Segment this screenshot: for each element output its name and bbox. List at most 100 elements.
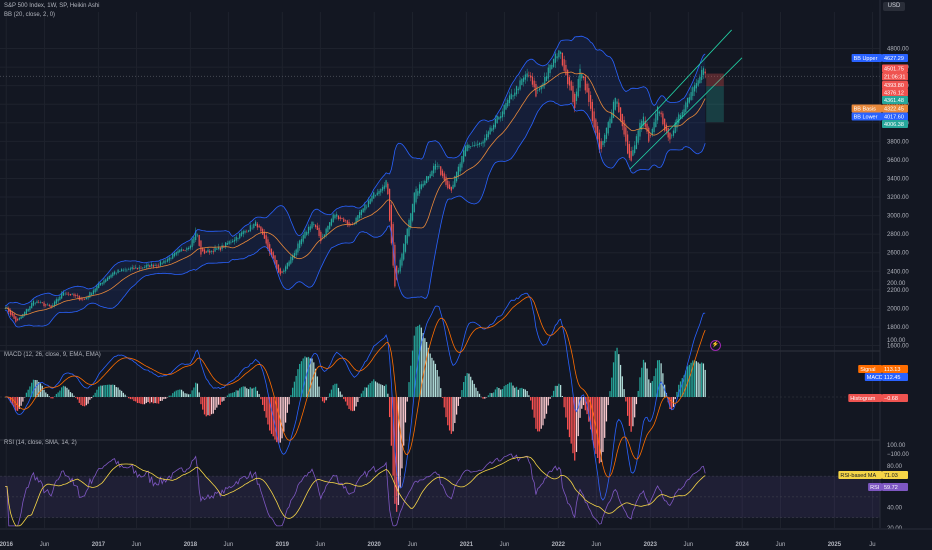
- candle: [337, 215, 340, 220]
- histogram-bar: [686, 366, 689, 397]
- histogram-bar: [690, 362, 692, 397]
- candle: [632, 150, 634, 156]
- candle: [304, 231, 306, 239]
- histogram-bar: [45, 392, 47, 397]
- drawings[interactable]: [629, 29, 743, 170]
- histogram-bar: [671, 397, 673, 411]
- candle: [582, 76, 585, 78]
- candle: [457, 166, 459, 177]
- candle: [262, 228, 264, 235]
- time-tick-label: Ju: [869, 542, 875, 548]
- candle: [265, 235, 267, 244]
- price-tick-label: 1800.00: [887, 325, 909, 331]
- candle: [537, 90, 539, 91]
- histogram-bar: [348, 397, 350, 409]
- candle: [99, 282, 102, 286]
- histogram-bar: [9, 397, 12, 403]
- histogram-bar: [457, 397, 459, 406]
- bb-legend[interactable]: BB (20, close, 2, 0): [4, 12, 56, 18]
- histogram-bar: [91, 397, 93, 399]
- histogram-bar: [551, 395, 553, 397]
- candle: [561, 52, 564, 66]
- histogram-value: −0.68: [884, 396, 898, 402]
- candle: [681, 111, 683, 118]
- histogram-bar: [699, 363, 701, 397]
- candle: [41, 302, 43, 304]
- histogram-bar: [651, 381, 653, 397]
- histogram-bar: [295, 375, 297, 397]
- candle: [4, 308, 6, 309]
- candle: [24, 311, 26, 316]
- candle: [447, 180, 449, 189]
- candle: [288, 261, 290, 266]
- lightning-icon[interactable]: ⚡: [710, 340, 721, 351]
- candle: [565, 64, 567, 76]
- candle: [15, 316, 17, 322]
- candle: [694, 85, 696, 92]
- histogram-bar: [404, 397, 407, 423]
- histogram-bar: [129, 397, 132, 400]
- rsi-legend[interactable]: RSI (14, close, SMA, 14, 2): [4, 440, 77, 446]
- candle: [466, 144, 468, 152]
- time-axis[interactable]: 2016 Jun 2017 Jun 2018 Jun 2019 Jun 2020 Jun 2021 J…: [0, 528, 932, 550]
- candle: [76, 295, 79, 297]
- candle: [630, 150, 632, 161]
- last-price-value: 4501.75: [884, 67, 904, 73]
- candle: [108, 275, 110, 280]
- candle: [507, 99, 509, 107]
- histogram-bar: [232, 392, 234, 397]
- histogram-bar: [142, 397, 144, 405]
- histogram-bar: [31, 382, 33, 397]
- histogram-bar: [247, 389, 250, 397]
- histogram-bar: [605, 397, 608, 422]
- bb-basis-tag: BB Basis: [854, 107, 877, 113]
- histogram-bar: [147, 397, 149, 403]
- histogram-bar: [515, 386, 518, 397]
- histogram-bar: [267, 397, 269, 425]
- candle: [383, 185, 385, 189]
- histogram-bar: [567, 397, 569, 430]
- histogram-bar: [323, 397, 325, 403]
- rsi-value-bg: [882, 483, 908, 491]
- candle: [284, 266, 287, 272]
- price-tick-label: 2200.00: [887, 288, 909, 294]
- candle: [18, 318, 20, 320]
- candle: [431, 170, 433, 177]
- candle: [223, 247, 225, 248]
- histogram-bar: [92, 395, 95, 397]
- histogram-bar: [560, 385, 562, 397]
- candle: [660, 112, 662, 115]
- histogram-bar: [681, 378, 683, 397]
- candle: [249, 225, 251, 232]
- histogram-bar: [288, 397, 290, 405]
- candle: [671, 135, 673, 137]
- histogram-bar: [591, 397, 593, 441]
- histogram-bar: [94, 392, 96, 397]
- rsi-tick-label: 80.00: [887, 464, 903, 470]
- histogram-bar: [179, 389, 181, 397]
- histogram-bar: [240, 387, 243, 397]
- histogram-bar: [168, 395, 170, 397]
- histogram-bar: [172, 393, 174, 397]
- macd-legend[interactable]: MACD (12, 26, close, 9, EMA, EMA): [4, 352, 101, 358]
- candle: [473, 145, 475, 147]
- candle: [424, 180, 426, 186]
- histogram-bar: [128, 397, 130, 399]
- histogram-bar: [233, 392, 236, 397]
- candle: [366, 206, 368, 208]
- candle: [528, 75, 530, 76]
- candle: [434, 163, 437, 170]
- symbol-title[interactable]: S&P 500 Index, 1W, SP, Heikin Ashi: [4, 3, 100, 9]
- candle: [110, 274, 112, 278]
- histogram-bar: [34, 379, 36, 397]
- currency-label[interactable]: USD: [883, 2, 905, 11]
- candle: [420, 184, 422, 189]
- candle: [219, 247, 221, 251]
- signal-value-bg: [882, 365, 908, 373]
- candle: [637, 130, 639, 143]
- histogram-bar: [143, 397, 146, 405]
- bb-upper-tag: BB Upper: [854, 56, 878, 62]
- candle: [674, 122, 676, 134]
- macd-tick-label: 100.00: [887, 338, 906, 344]
